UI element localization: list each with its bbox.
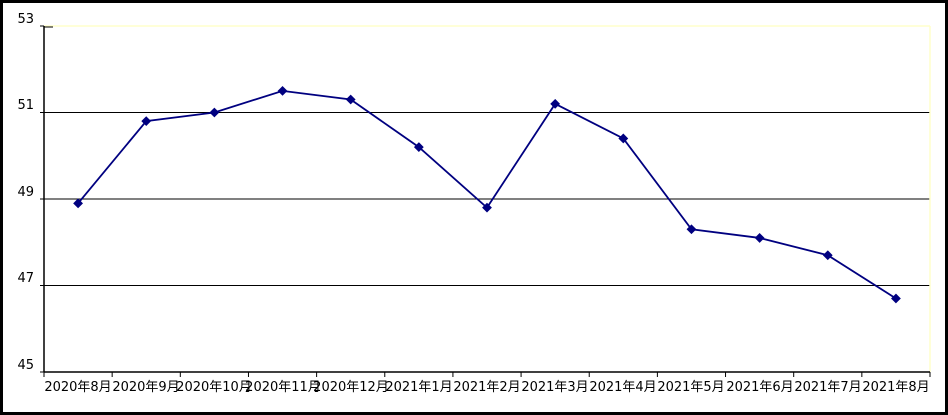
x-axis-tick-label: 2021年5月	[657, 380, 725, 395]
x-axis-tick-label: 2021年3月	[521, 380, 589, 395]
x-axis-tick-label: 2020年8月	[44, 380, 112, 395]
x-axis-tick-label: 2020年10月	[176, 380, 252, 395]
data-point-marker	[891, 293, 901, 304]
data-point-marker	[618, 133, 629, 144]
x-axis-tick-label: 2020年12月	[313, 380, 389, 395]
y-axis-tick-label: 53	[17, 12, 34, 27]
x-axis-tick-label: 2020年9月	[112, 380, 180, 395]
data-point-marker	[822, 250, 833, 261]
y-axis-tick-label: 45	[17, 358, 34, 373]
data-point-marker	[277, 85, 288, 96]
x-axis-tick-label: 2021年7月	[794, 380, 862, 395]
data-point-marker	[686, 224, 697, 235]
x-axis-tick-label: 2021年2月	[453, 380, 521, 395]
y-axis-tick-label: 47	[17, 271, 34, 286]
x-axis-tick-label: 2021年6月	[726, 380, 794, 395]
data-point-marker	[141, 116, 152, 127]
y-axis-tick-label: 49	[17, 185, 34, 200]
x-axis-tick-label: 2020年11月	[245, 380, 321, 395]
data-point-marker	[754, 233, 765, 243]
y-axis-tick-label: 51	[17, 98, 34, 113]
line-series	[77, 89, 897, 300]
x-axis-tick-label: 2021年1月	[385, 380, 453, 395]
x-axis-tick-label: 2021年4月	[589, 380, 657, 395]
data-point-marker	[345, 94, 356, 105]
data-point-marker	[413, 142, 424, 153]
data-point-marker	[209, 107, 220, 118]
x-axis-tick-label: 2021年8月	[862, 380, 930, 395]
data-point-marker	[482, 202, 492, 213]
data-point-marker	[73, 198, 83, 209]
data-point-marker	[550, 98, 561, 109]
